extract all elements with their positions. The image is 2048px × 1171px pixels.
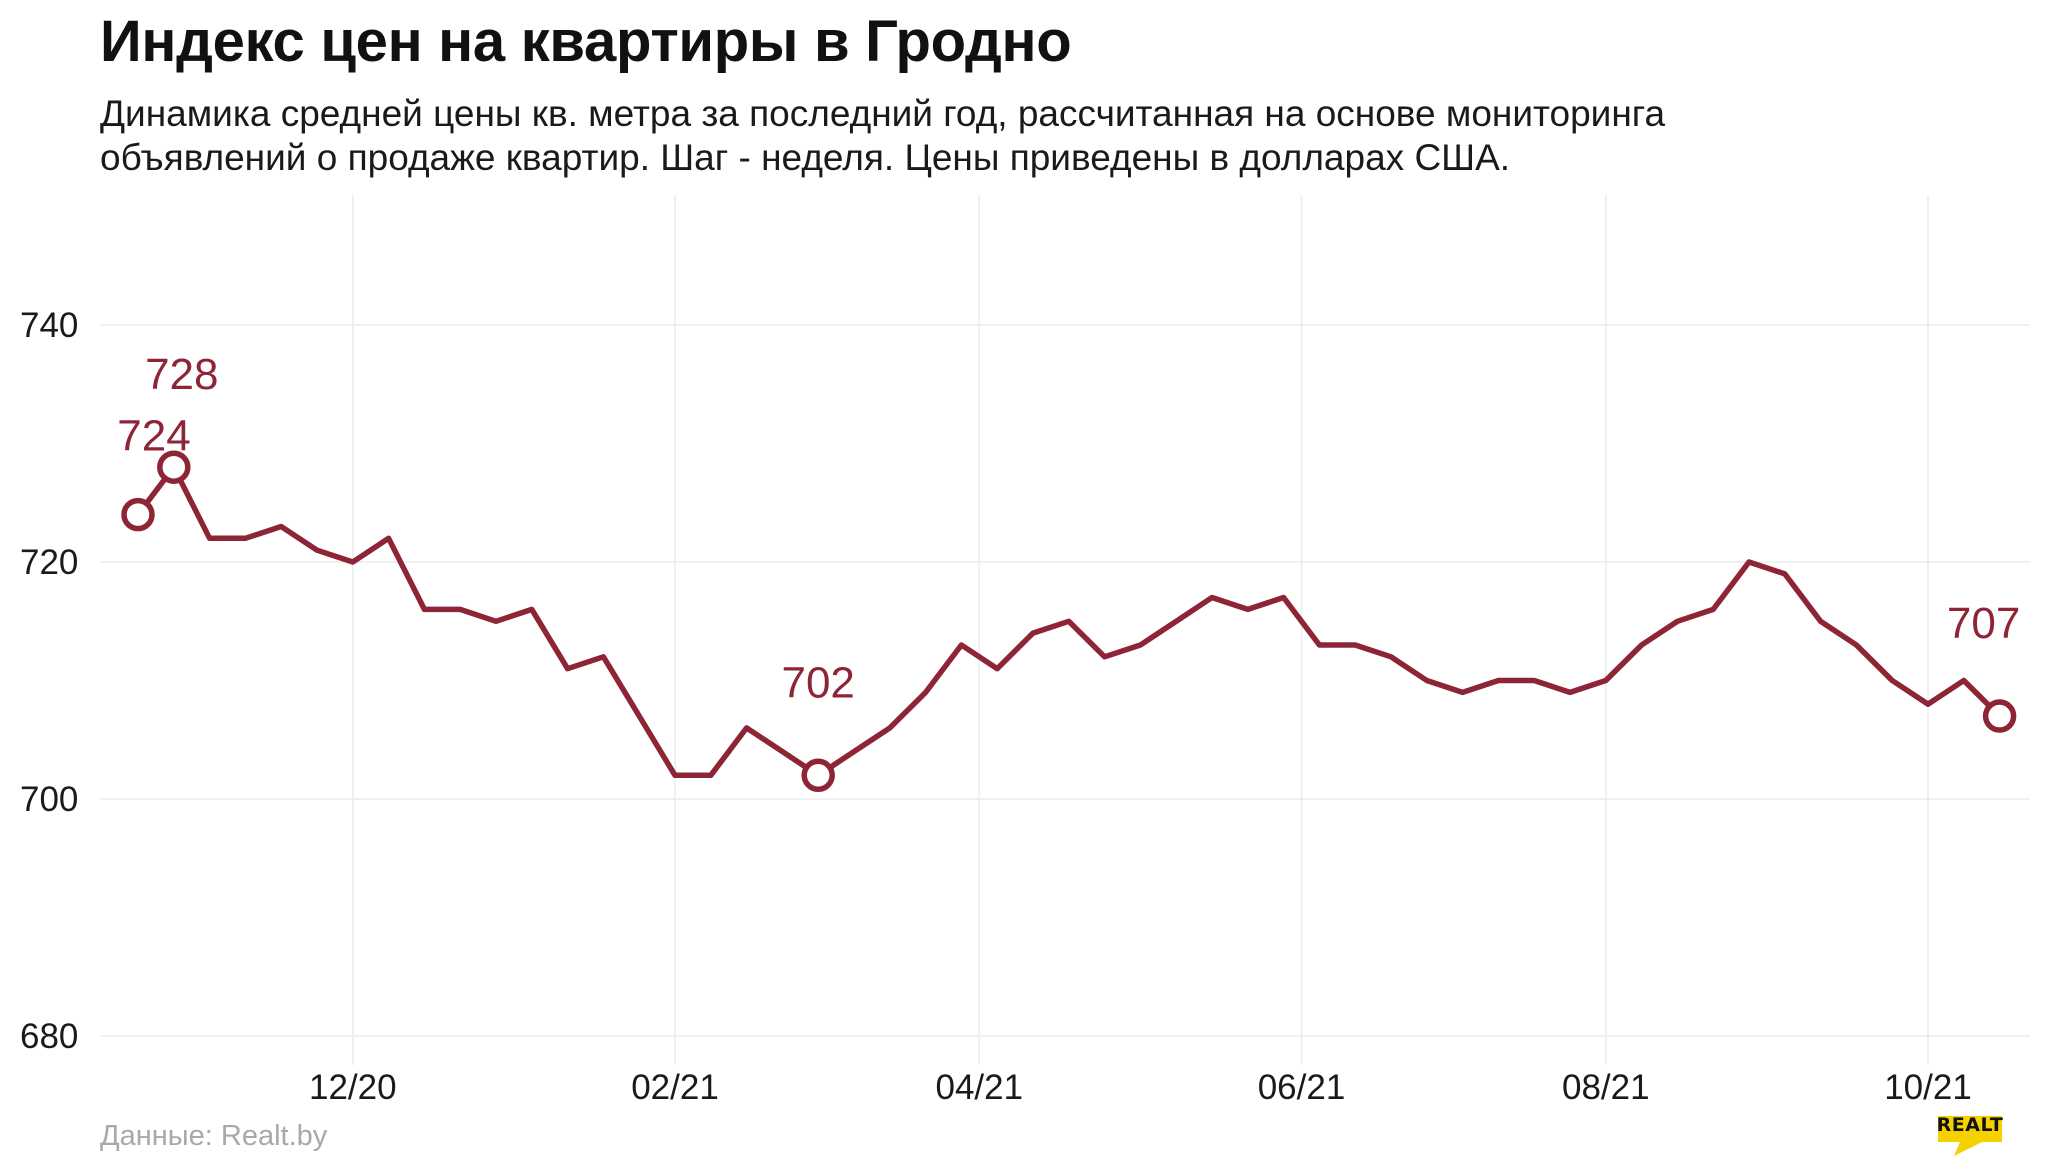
y-tick-label: 720 [20, 543, 78, 582]
data-point-marker [1982, 699, 2017, 733]
data-point-marker [121, 497, 155, 532]
y-tick-label: 740 [20, 306, 78, 345]
data-point-marker [801, 758, 835, 793]
data-label: 702 [781, 658, 854, 707]
series-line [135, 464, 2003, 779]
data-point-marker [157, 450, 191, 484]
logo-text: REALT [1936, 1114, 2004, 1136]
source-note: Данные: Realt.by [100, 1120, 328, 1152]
x-tick-label: 02/21 [631, 1068, 719, 1107]
realt-logo: REALT [1930, 1110, 2010, 1160]
y-axis: 680 700 720 740 [20, 306, 78, 1056]
data-label: 707 [1947, 599, 2020, 648]
data-label: 724 [117, 412, 190, 461]
x-axis: 12/20 02/21 04/21 06/21 08/21 10/21 [309, 1068, 1972, 1107]
markers [121, 450, 2017, 793]
chart-subtitle: Динамика средней цены кв. метра за после… [100, 93, 1666, 178]
grid [100, 195, 2030, 1065]
logo-badge-shape [1938, 1116, 2002, 1156]
x-tick-label: 06/21 [1258, 1068, 1346, 1107]
data-label: 728 [145, 350, 218, 399]
data-labels: 724 728 702 707 [117, 350, 2020, 707]
x-tick-label: 04/21 [936, 1068, 1024, 1107]
x-tick-label: 10/21 [1884, 1068, 1972, 1107]
x-tick-label: 08/21 [1562, 1068, 1650, 1107]
series-line-group [135, 464, 2003, 779]
y-tick-label: 680 [20, 1017, 78, 1056]
y-tick-label: 700 [20, 780, 78, 819]
x-tick-label: 12/20 [309, 1068, 397, 1107]
chart-title: Индекс цен на квартиры в Гродно [100, 9, 1072, 74]
